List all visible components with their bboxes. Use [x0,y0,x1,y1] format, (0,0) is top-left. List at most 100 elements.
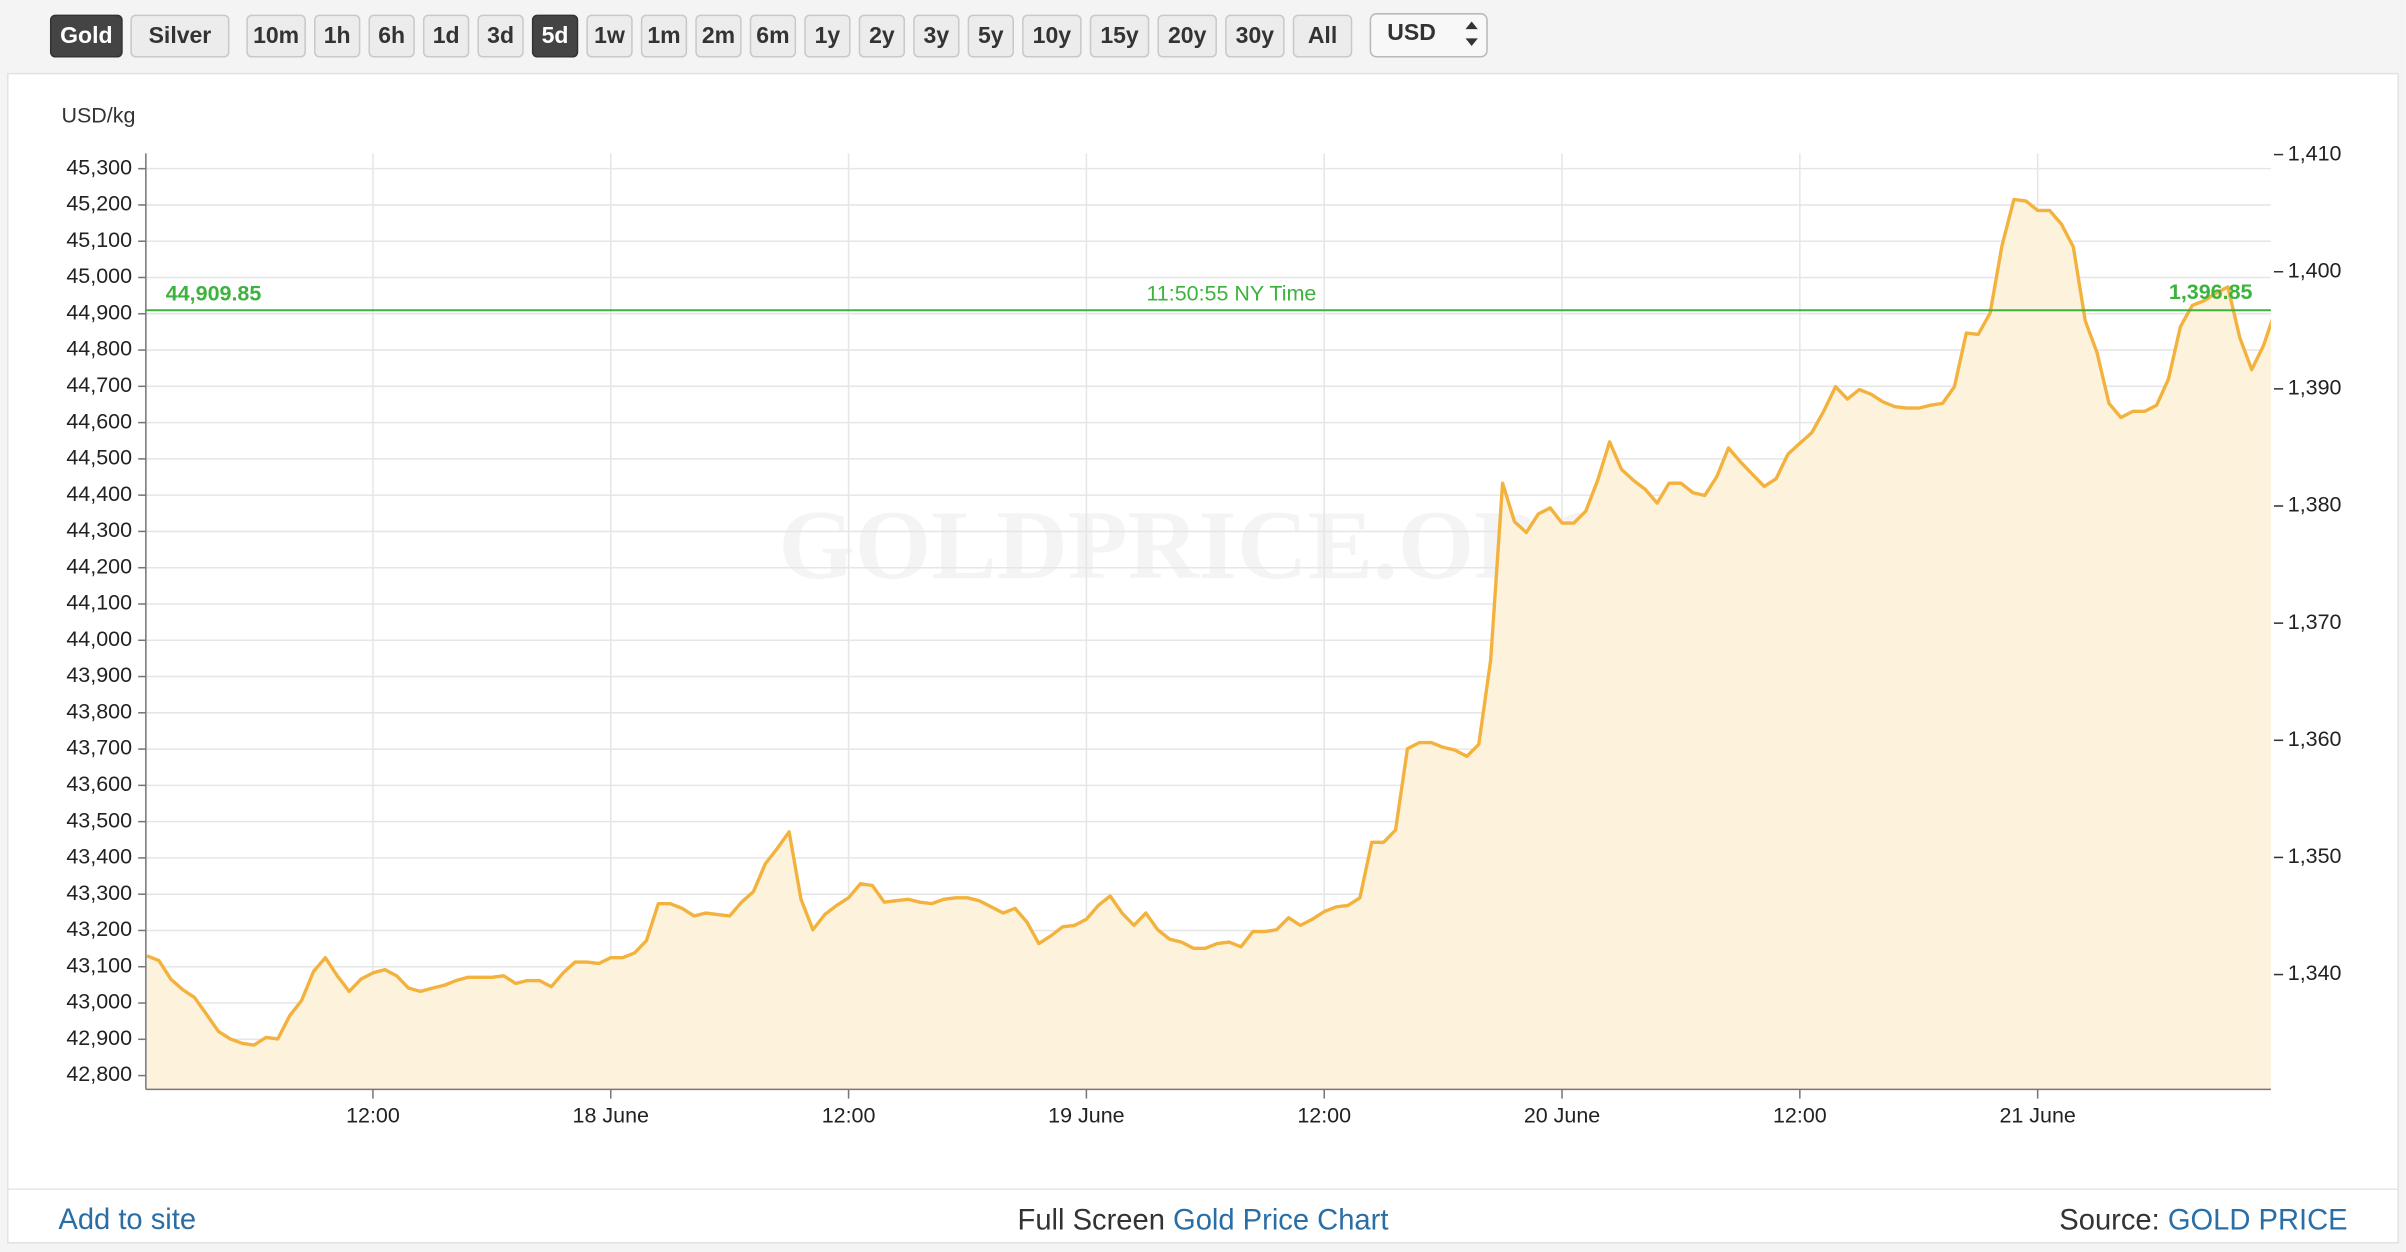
toolbar-button-label[interactable]: 2m [702,22,735,48]
toolbar-button[interactable] [640,14,688,58]
y-tick-label: 44,000 [66,627,132,651]
y-tick-label: 44,600 [66,409,132,433]
current-time-label: 11:50:55 NY Time [1146,282,1316,306]
toolbar-button[interactable] [314,14,361,58]
y-tick-label: 43,900 [66,663,132,687]
y2-tick-label: 1,370 [2288,610,2342,634]
toolbar-button[interactable] [1022,14,1082,58]
y-tick-label: 45,000 [66,264,132,288]
y-tick-label: 43,500 [66,808,132,832]
toolbar-button-label[interactable]: Gold [60,22,112,48]
toolbar-button[interactable] [913,14,960,58]
toolbar-button[interactable] [695,14,742,58]
y-tick-label: 43,100 [66,953,132,977]
currency-select-label[interactable]: USD [1387,19,1436,45]
y2-tick-label: 1,360 [2288,727,2342,751]
toolbar-button-label[interactable]: 1h [324,22,351,48]
toolbar-button-label[interactable]: 6h [378,22,405,48]
toolbar-button-label[interactable]: 5d [542,22,569,48]
y-tick-label: 43,800 [66,699,132,723]
area [147,199,2271,1090]
x-tick-label: 21 June [1999,1104,2075,1128]
y-tick-label: 43,000 [66,990,132,1014]
y2-tick-label: 1,380 [2288,493,2342,517]
toolbar-button[interactable] [1157,14,1217,58]
x-tick-label: 12:00 [1297,1104,1351,1128]
y-tick-label: 44,300 [66,518,132,542]
toolbar-button[interactable] [967,14,1014,58]
select-arrows [1465,21,1478,47]
y-axis-title: USD/kg [61,103,135,127]
y-tick-label: 45,200 [66,192,132,216]
x-tick-label: 12:00 [1773,1104,1827,1128]
footer-prefix: Full Screen [1018,1204,1165,1236]
toolbar-button[interactable] [130,14,230,58]
toolbar-button-label[interactable]: 30y [1236,22,1275,48]
gold-price-link[interactable]: GOLD PRICE [2168,1204,2348,1236]
gold-price-chart-link[interactable]: Gold Price Chart [1173,1204,1388,1236]
y-tick-label: 45,300 [66,155,132,179]
toolbar-button-label[interactable]: 20y [1168,22,1207,48]
footer-source: Source: GOLD PRICE [2059,1204,2347,1236]
currency-select[interactable] [1369,13,1488,58]
y-tick-label: 43,300 [66,881,132,905]
y2-tick-label: 1,390 [2288,376,2342,400]
toolbar-button[interactable] [586,14,633,58]
toolbar-button-label[interactable]: All [1308,22,1337,48]
x-tick-label: 12:00 [346,1104,400,1128]
y-tick-label: 44,400 [66,482,132,506]
toolbar-button-label[interactable]: 3y [924,22,950,48]
toolbar-button-label[interactable]: 1d [433,22,460,48]
add-to-site-link[interactable]: Add to site [58,1204,196,1236]
toolbar-button[interactable] [749,14,797,58]
toolbar-button[interactable] [368,14,415,58]
toolbar-button-label[interactable]: 6m [756,22,789,48]
toolbar-button-label[interactable]: 1y [815,22,841,48]
y-tick-label: 43,200 [66,917,132,941]
y-tick-label: 44,100 [66,591,132,615]
y2-tick-label: 1,350 [2288,844,2342,868]
x-tick-label: 19 June [1048,1104,1124,1128]
toolbar-button[interactable] [531,14,579,58]
toolbar-button-label[interactable]: 1w [594,22,625,48]
y-tick-label: 44,700 [66,373,132,397]
toolbar-button-label[interactable]: 15y [1100,22,1139,48]
toolbar-button[interactable] [1089,14,1150,58]
y-tick-label: 43,700 [66,736,132,760]
y-tick-label: 44,900 [66,300,132,324]
footer-center: Full Screen Gold Price Chart [1018,1204,1389,1236]
toolbar: Gold Silver 10m 1h 6h 1d 3d 5d 1w 1m 2m 6m 1y 2y 3y 5y 1… [49,13,1488,58]
y2-tick-label: 1,340 [2288,961,2342,985]
y2-tick-label: 1,400 [2288,258,2342,282]
toolbar-button[interactable] [804,14,851,58]
toolbar-button[interactable] [246,14,306,58]
current-price-label: 44,909.85 [166,282,262,306]
y-tick-label: 43,600 [66,772,132,796]
toolbar-button[interactable] [49,14,123,58]
toolbar-button[interactable] [422,14,470,58]
toolbar-button-label[interactable]: 5y [978,22,1004,48]
y2-tick-label: 1,410 [2288,141,2342,165]
toolbar-button-label[interactable]: Silver [149,22,212,48]
toolbar-button-label[interactable]: 10y [1033,22,1072,48]
toolbar-button[interactable] [1225,14,1285,58]
x-tick-label: 18 June [573,1104,649,1128]
toolbar-button-label[interactable]: 1m [647,22,680,48]
toolbar-button-label[interactable]: 10m [253,22,299,48]
y-tick-label: 42,800 [66,1062,132,1086]
x-tick-label: 12:00 [822,1104,876,1128]
x-tick-label: 20 June [1524,1104,1600,1128]
source-prefix: Source: [2059,1204,2159,1236]
toolbar-button-label[interactable]: 2y [869,22,895,48]
toolbar-button[interactable] [477,14,524,58]
watermark: GOLDPRICE.ORG [779,492,1622,600]
toolbar-button[interactable] [1292,14,1353,58]
y-tick-label: 45,100 [66,228,132,252]
y-tick-label: 44,800 [66,337,132,361]
toolbar-button-label[interactable]: 3d [487,22,514,48]
y-tick-label: 44,500 [66,446,132,470]
toolbar-button[interactable] [858,14,906,58]
y-tick-label: 42,900 [66,1026,132,1050]
